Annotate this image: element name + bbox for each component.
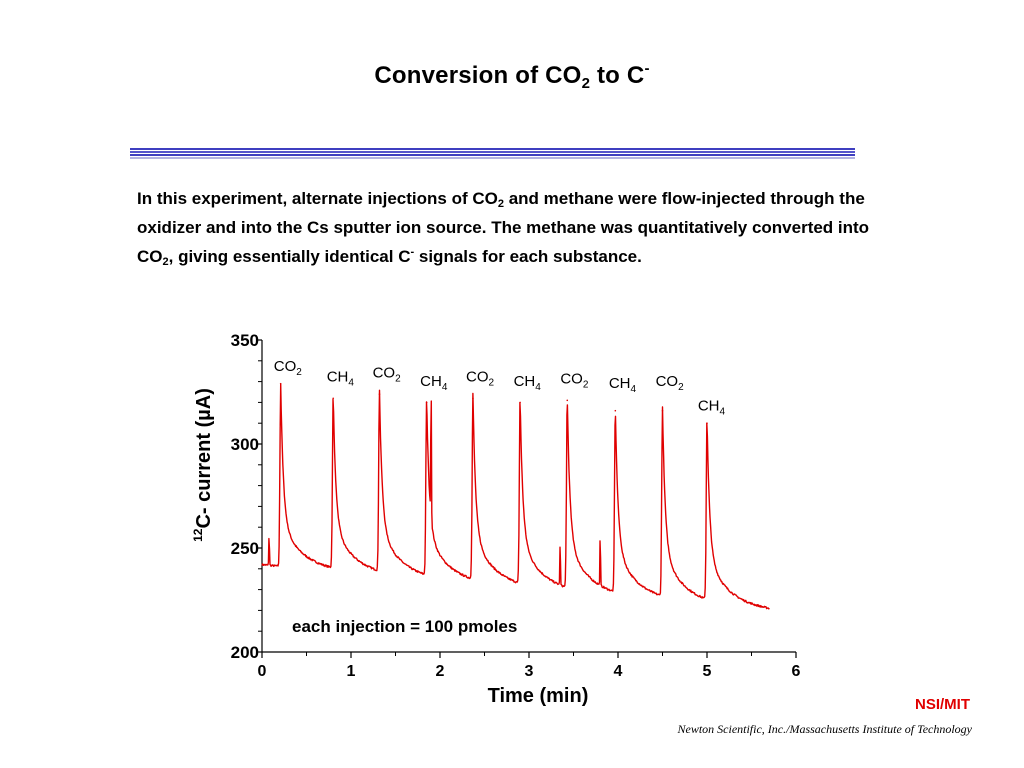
peak-label: CH4 (420, 373, 448, 393)
peak-label: CO2 (560, 371, 589, 391)
slide-title: Conversion of CO2 to C- (0, 60, 1024, 92)
footer-credit: Newton Scientific, Inc./Massachusetts In… (677, 722, 972, 736)
divider-line (130, 148, 855, 159)
y-axis-label-text: C- current (µA) (193, 388, 215, 528)
x-tick-label: 6 (792, 663, 801, 680)
peak-point (661, 409, 664, 412)
peak-label: CO2 (274, 358, 303, 378)
peak-point (332, 397, 335, 400)
x-tick-label: 0 (258, 663, 267, 680)
y-tick-label: 250 (231, 539, 259, 558)
peak-label: CH4 (514, 373, 542, 393)
peak-point (279, 382, 282, 385)
description-text-3: , giving essentially identical C (168, 247, 411, 266)
x-tick-label: 5 (703, 663, 712, 680)
peak-point (706, 422, 708, 425)
peak-label: CO2 (466, 369, 495, 389)
x-tick-label: 4 (614, 663, 623, 680)
peak-point (614, 409, 617, 412)
y-axis-label-superscript: 12 (191, 528, 205, 542)
peak-point (519, 401, 521, 404)
current-trace-line (261, 383, 770, 610)
title-text-1: Conversion of CO (374, 62, 582, 89)
peak-label: CO2 (656, 373, 685, 393)
peak-labels: CO2 CH4 CO2 CH4 CO2 CH4 CO2 CH4 CO2 CH4 (274, 358, 726, 425)
y-tick-label: 300 (231, 435, 259, 454)
x-tick-label: 2 (436, 663, 445, 680)
x-axis-label: Time (min) (488, 685, 589, 707)
description-paragraph: In this experiment, alternate injections… (137, 187, 897, 274)
peak-point (378, 393, 381, 395)
x-tick-label: 3 (525, 663, 534, 680)
title-superscript: - (644, 60, 650, 77)
peak-point (472, 397, 474, 400)
chart-axes: 0 1 2 3 4 5 6 200 250 300 350 (231, 331, 801, 680)
y-tick-label: 200 (231, 643, 259, 662)
y-tick-label: 350 (231, 331, 259, 350)
title-text-2: to C (590, 62, 645, 89)
y-axis-label: 12C- current (µA) (191, 388, 215, 542)
description-superscript: - (410, 246, 415, 258)
injection-annotation: each injection = 100 pmoles (292, 617, 517, 636)
footer-brand: NSI/MIT (915, 696, 970, 713)
description-text-4: signals for each substance. (414, 247, 642, 266)
peak-point (425, 401, 428, 404)
peak-label: CO2 (373, 364, 402, 384)
title-subscript: 2 (581, 75, 591, 92)
description-subscript-2: 2 (162, 256, 169, 268)
peak-point (566, 399, 569, 402)
peak-label: CH4 (327, 369, 355, 389)
peak-label: CH4 (609, 375, 637, 395)
description-subscript-1: 2 (497, 198, 504, 210)
peak-label: CH4 (698, 398, 726, 418)
description-text-1: In this experiment, alternate injections… (137, 189, 498, 208)
x-tick-label: 1 (347, 663, 356, 680)
description-text-2: and methane were flow-injected through t… (137, 189, 870, 266)
